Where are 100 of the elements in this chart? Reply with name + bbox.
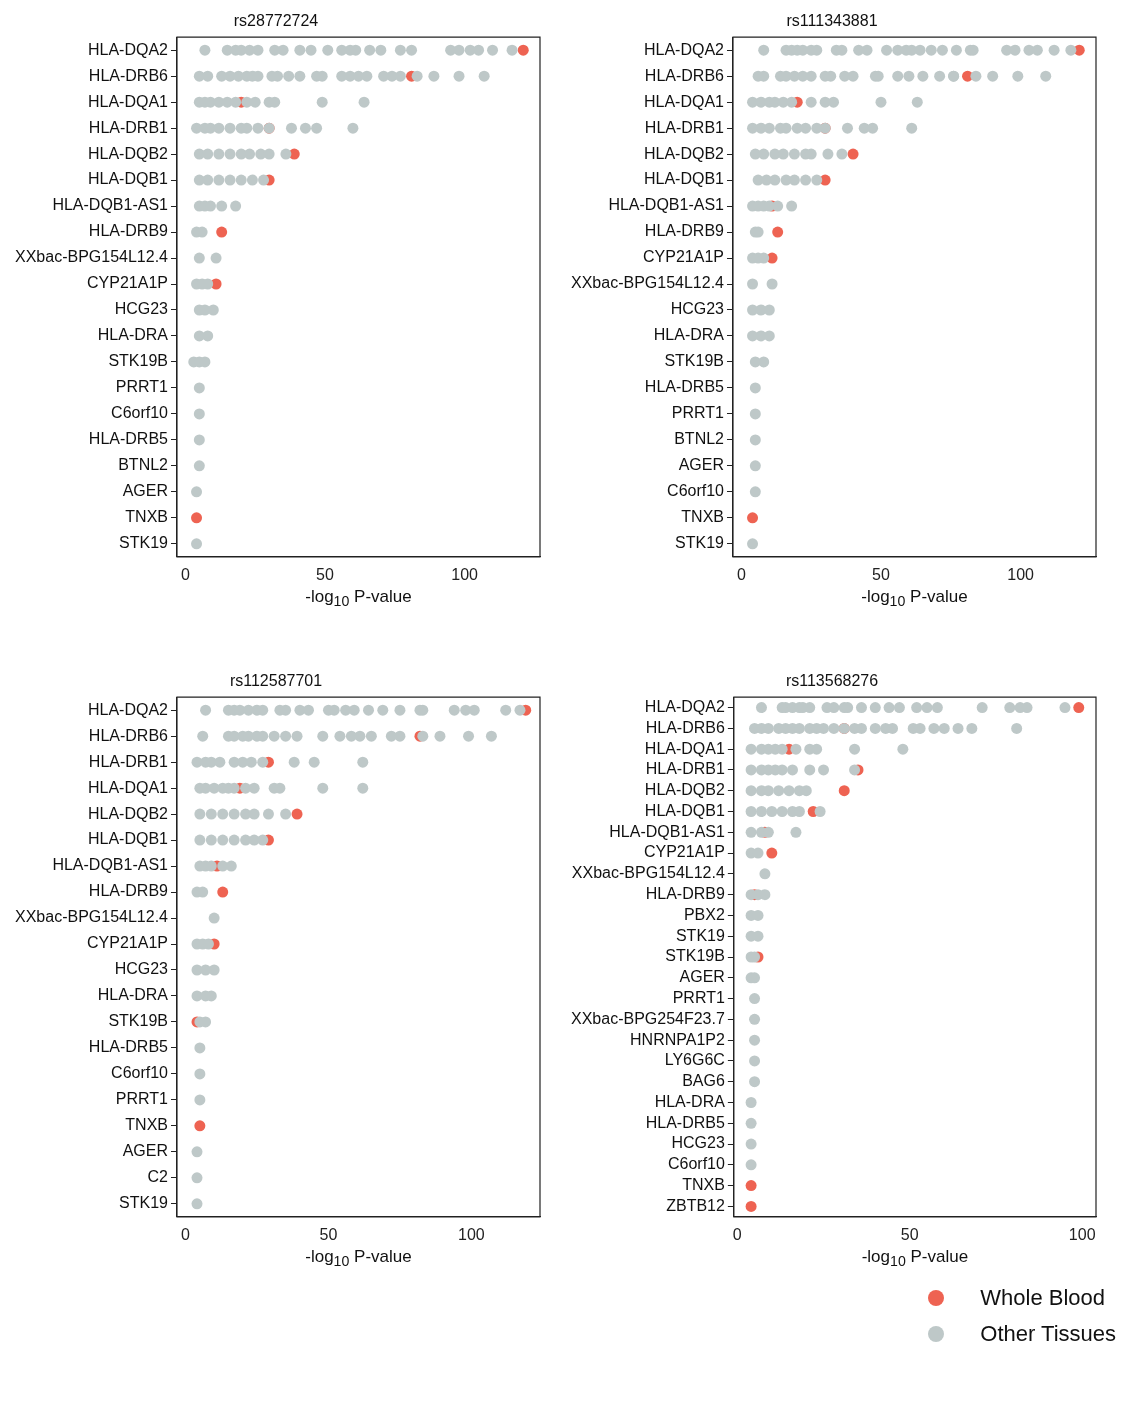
chart-title: rs28772724 <box>233 12 319 30</box>
y-tick-label: HLA-DQB2 <box>643 144 725 162</box>
y-tick-label: PRRT1 <box>672 988 725 1006</box>
y-tick-label: HLA-DQB1-AS1 <box>52 196 169 214</box>
y-tick-label: AGER <box>679 968 725 986</box>
y-tick-label: HLA-DRB9 <box>88 882 169 900</box>
y-tick-label: C2 <box>147 1168 169 1186</box>
y-tick-label: HLA-DRB5 <box>644 378 725 396</box>
y-tick-label: ZBTB12 <box>666 1196 725 1214</box>
y-tick-label: STK19B <box>664 352 724 370</box>
y-tick-label: HLA-DQA1 <box>644 739 725 757</box>
y-tick-label: TNXB <box>125 508 168 526</box>
y-tick-label: HLA-DQB1 <box>644 801 725 819</box>
y-tick-label: HLA-DRB5 <box>88 430 169 448</box>
y-tick-label: LY6G6C <box>664 1051 725 1069</box>
y-tick-label: XXbac-BPG154L12.4 <box>14 908 169 926</box>
y-tick-label: HLA-DRA <box>653 326 725 344</box>
y-tick-label: HLA-DRA <box>654 1092 726 1110</box>
y-tick-label: HLA-DQB1-AS1 <box>608 196 725 214</box>
y-tick-label: HLA-DQA2 <box>87 700 169 718</box>
y-tick-label: AGER <box>122 482 168 500</box>
y-tick-label: XXbac-BPG154L12.4 <box>570 274 725 292</box>
y-tick-label: STK19B <box>108 1012 168 1030</box>
y-tick-label: PBX2 <box>683 905 725 923</box>
y-tick-label: STK19 <box>675 534 725 552</box>
y-tick-label: TNXB <box>682 1176 725 1194</box>
x-tick-label: 100 <box>451 565 479 583</box>
y-tick-label: STK19B <box>108 352 168 370</box>
y-tick-label: XXbac-BPG254F23.7 <box>570 1009 725 1027</box>
y-tick-label: HLA-DQA2 <box>643 40 725 58</box>
y-tick-label: HCG23 <box>671 1134 725 1152</box>
y-tick-label: XXbac-BPG154L12.4 <box>14 248 169 266</box>
chart-title: rs112587701 <box>229 672 323 690</box>
x-tick-label: 0 <box>736 565 746 583</box>
y-tick-label: HLA-DQB1 <box>87 830 169 848</box>
chart-title: rs113568276 <box>785 672 879 690</box>
y-tick-label: HCG23 <box>114 960 169 978</box>
y-tick-label: HLA-DQB1-AS1 <box>52 856 169 874</box>
y-tick-label: HLA-DRB9 <box>88 222 169 240</box>
x-axis-title: -log$_{10}$ P-value <box>860 587 969 610</box>
y-tick-label: C6orf10 <box>667 482 725 500</box>
y-tick-label: CYP21A1P <box>643 248 724 266</box>
y-tick-label: HLA-DRB1 <box>88 752 169 770</box>
y-tick-label: HLA-DRA <box>97 986 169 1004</box>
y-tick-label: HLA-DRB9 <box>645 885 725 903</box>
y-tick-label: HLA-DRB1 <box>644 118 725 136</box>
y-tick-label: HLA-DQB1 <box>643 170 725 188</box>
y-tick-label: STK19 <box>119 534 169 552</box>
y-tick-label: HLA-DRB1 <box>88 118 169 136</box>
x-axis-title: -log$_{10}$ P-value <box>304 1247 413 1270</box>
x-tick-label: 0 <box>180 565 190 583</box>
y-tick-label: HLA-DQB1-AS1 <box>609 822 725 840</box>
y-tick-label: PRRT1 <box>115 1090 169 1108</box>
y-tick-label: C6orf10 <box>667 1155 725 1173</box>
y-tick-label: C6orf10 <box>111 1064 169 1082</box>
y-tick-label: AGER <box>678 456 724 474</box>
y-tick-label: HLA-DRA <box>97 326 169 344</box>
y-tick-label: STK19 <box>119 1194 169 1212</box>
y-tick-label: HLA-DQA2 <box>87 40 169 58</box>
y-tick-label: HLA-DRB5 <box>88 1038 169 1056</box>
legend-label: Other Tissues <box>980 1321 1116 1347</box>
y-tick-label: CYP21A1P <box>87 274 168 292</box>
y-tick-label: HLA-DQB1 <box>87 170 169 188</box>
y-tick-label: TNXB <box>125 1116 168 1134</box>
y-tick-label: STK19B <box>665 947 725 965</box>
x-tick-label: 100 <box>1068 1225 1096 1243</box>
x-tick-label: 50 <box>319 1225 338 1243</box>
legend-label: Whole Blood <box>980 1285 1106 1311</box>
y-tick-label: PRRT1 <box>671 404 725 422</box>
y-tick-label: HLA-DQB2 <box>644 781 725 799</box>
y-tick-label: HLA-DQA1 <box>87 778 169 796</box>
y-tick-label: STK19 <box>675 926 725 944</box>
x-tick-label: 0 <box>732 1225 742 1243</box>
chart-title: rs111343881 <box>786 12 878 30</box>
y-tick-label: HLA-DRB6 <box>644 66 725 84</box>
x-tick-label: 50 <box>872 565 890 583</box>
y-tick-label: CYP21A1P <box>643 843 725 861</box>
y-tick-label: CYP21A1P <box>87 934 168 952</box>
x-axis-title: -log$_{10}$ P-value <box>304 587 413 610</box>
y-tick-label: XXbac-BPG154L12.4 <box>571 864 725 882</box>
x-tick-label: 50 <box>316 565 334 583</box>
y-tick-label: HLA-DRB9 <box>644 222 725 240</box>
y-tick-label: BAG6 <box>682 1072 725 1090</box>
y-tick-label: TNXB <box>681 508 724 526</box>
y-tick-label: HLA-DQA1 <box>643 92 725 110</box>
y-tick-label: AGER <box>122 1142 168 1160</box>
y-tick-label: HLA-DRB6 <box>88 726 169 744</box>
y-tick-label: BTNL2 <box>674 430 725 448</box>
y-tick-label: HLA-DRB6 <box>88 66 169 84</box>
y-tick-label: HCG23 <box>670 300 725 318</box>
y-tick-label: HLA-DRB6 <box>645 718 725 736</box>
y-tick-label: BTNL2 <box>118 456 169 474</box>
x-tick-label: 100 <box>458 1225 485 1243</box>
x-tick-label: 0 <box>181 1225 191 1243</box>
y-tick-label: HLA-DQA2 <box>644 698 725 715</box>
y-tick-label: PRRT1 <box>115 378 169 396</box>
y-tick-label: HLA-DQA1 <box>87 92 169 110</box>
y-tick-label: HCG23 <box>114 300 169 318</box>
y-tick-label: HLA-DRB5 <box>645 1113 725 1131</box>
y-tick-label: C6orf10 <box>111 404 169 422</box>
